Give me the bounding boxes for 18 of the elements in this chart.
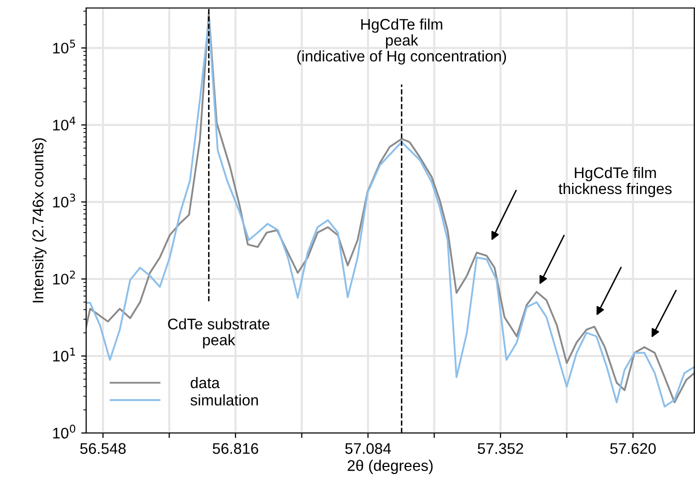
y-axis-title: Intensity (2.746x counts) [32,138,46,302]
ref-line-label: CdTe substrate peak [168,318,270,348]
y-tick-label: 10$^{5}$ [53,40,76,54]
y-tick-label: 10$^{1}$ [53,348,75,362]
ref-line-label: HgCdTe film peak (indicative of Hg concentration) [297,18,506,65]
y-tick-label: 10$^{3}$ [53,194,76,208]
y-tick-label: 10$^{0}$ [53,424,76,439]
x-tick-label: 56.816 [212,443,258,454]
x-tick-label: 56.548 [80,443,126,454]
legend-label: simulation [190,394,258,406]
x-tick-label: 57.620 [610,443,656,454]
x-tick-label: 57.084 [345,443,391,454]
y-tick-label: 10$^{4}$ [53,116,76,131]
annotation: HgCdTe film thickness fringes [558,166,672,198]
x-tick-label: 57.352 [478,443,524,454]
legend-label: data [190,377,220,388]
x-axis-title: 2θ (degrees) [348,460,433,474]
y-tick-label: 10$^{2}$ [53,270,75,285]
